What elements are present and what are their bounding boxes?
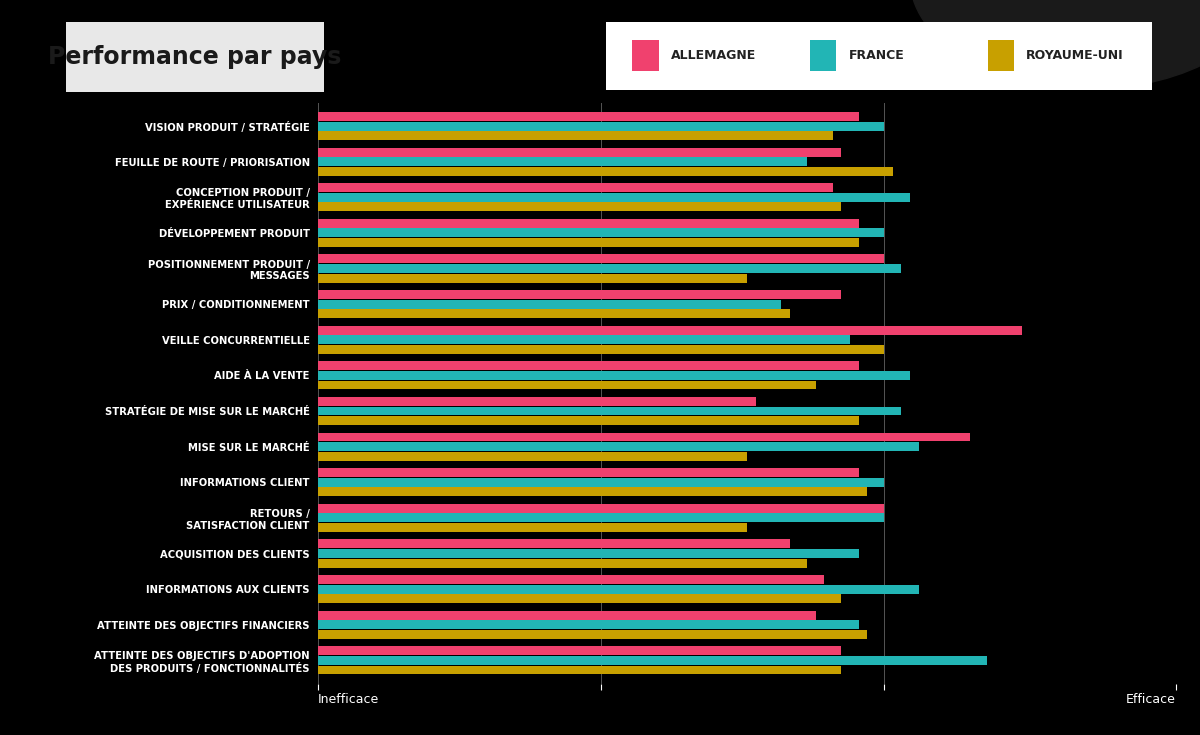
Bar [318, 397, 756, 406]
Bar [318, 157, 808, 166]
Bar [318, 219, 858, 228]
Bar [318, 121, 884, 131]
Bar [318, 202, 841, 212]
Bar [318, 523, 746, 532]
Bar [318, 442, 919, 451]
Bar [318, 666, 841, 675]
Text: ROYAUME-UNI: ROYAUME-UNI [1026, 49, 1123, 62]
Bar [318, 371, 910, 380]
Bar [318, 539, 790, 548]
Bar [318, 452, 746, 461]
Bar [318, 335, 850, 344]
Bar [318, 433, 970, 442]
Bar [318, 549, 858, 558]
Bar [318, 646, 841, 655]
Bar [318, 514, 884, 523]
Bar [318, 183, 833, 192]
Bar [318, 559, 808, 567]
Bar [318, 290, 841, 299]
Bar [318, 620, 858, 629]
Bar [318, 487, 868, 496]
Bar [318, 264, 901, 273]
Bar [318, 585, 919, 594]
Bar [318, 575, 824, 584]
Bar [318, 326, 1021, 334]
Bar [318, 630, 868, 639]
Bar [318, 254, 884, 263]
Bar [318, 362, 858, 370]
Bar [318, 112, 858, 121]
Bar [318, 309, 790, 318]
Bar [318, 416, 858, 425]
Bar [318, 345, 884, 354]
Bar [318, 132, 833, 140]
Bar [318, 503, 884, 513]
Bar [318, 468, 858, 477]
Text: Inefficace: Inefficace [318, 692, 379, 706]
Bar [318, 611, 816, 620]
Bar [318, 406, 901, 415]
Bar [318, 381, 816, 390]
Bar [318, 167, 893, 176]
Bar [318, 595, 841, 603]
Bar [318, 656, 988, 665]
Text: ALLEMAGNE: ALLEMAGNE [671, 49, 756, 62]
Bar [318, 300, 781, 309]
Text: FRANCE: FRANCE [848, 49, 904, 62]
Text: Efficace: Efficace [1126, 692, 1176, 706]
Bar [318, 478, 884, 487]
Bar [318, 193, 910, 201]
Text: Performance par pays: Performance par pays [48, 45, 342, 69]
Bar [318, 229, 884, 237]
Bar [318, 273, 746, 283]
Bar [318, 148, 841, 157]
Bar [318, 238, 858, 247]
